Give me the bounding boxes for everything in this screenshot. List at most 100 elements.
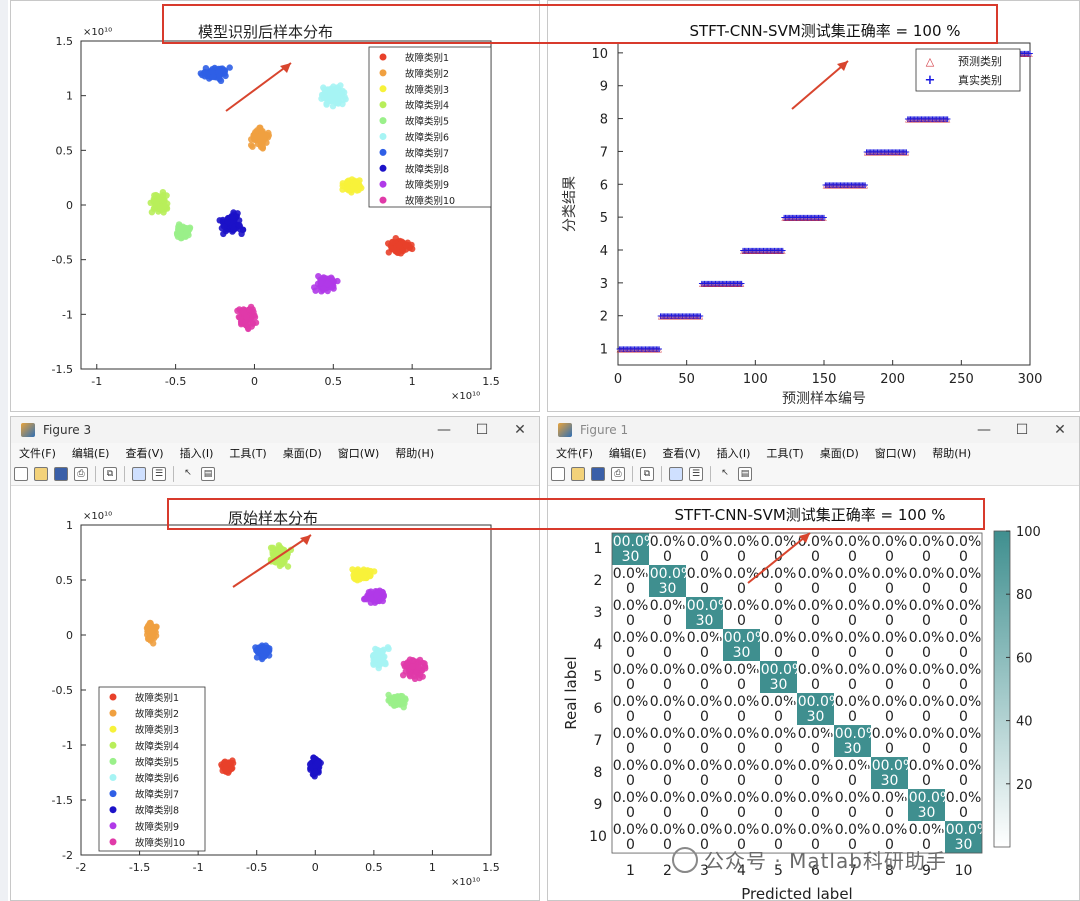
new-file-icon[interactable] xyxy=(14,467,28,481)
predicted-marker: △ xyxy=(718,280,724,288)
true-marker: + xyxy=(892,148,900,158)
predicted-marker: △ xyxy=(709,280,715,288)
window-titlebar[interactable]: Figure 3 — ☐ ✕ xyxy=(11,417,539,443)
save-icon[interactable] xyxy=(591,467,605,481)
menu-help[interactable]: 帮助(H) xyxy=(932,447,972,460)
predicted-marker: △ xyxy=(832,181,838,189)
y-tick-label: 0 xyxy=(66,199,73,212)
menu-edit[interactable]: 编辑(E) xyxy=(71,447,110,460)
legend-icon[interactable]: ☰ xyxy=(689,467,703,481)
open-folder-icon[interactable] xyxy=(34,467,48,481)
matrix-cell xyxy=(871,693,908,726)
true-marker: + xyxy=(752,247,760,257)
true-marker: + xyxy=(918,115,926,125)
new-file-icon[interactable] xyxy=(551,467,565,481)
link-plot-icon[interactable]: ⧉ xyxy=(103,467,117,481)
prediction-chart: 0 50 100 150 200 250 300 1 2 3 4 5 6 7 8 9 10 预测样本编号 分类结果 △… xyxy=(562,22,1042,407)
predicted-marker: △ xyxy=(720,280,726,288)
true-marker: + xyxy=(930,115,938,125)
open-folder-icon[interactable] xyxy=(571,467,585,481)
true-marker: + xyxy=(671,312,679,322)
menu-edit[interactable]: 编辑(E) xyxy=(608,447,647,460)
true-marker: + xyxy=(651,345,659,355)
predicted-marker: △ xyxy=(1027,50,1033,58)
x-tick-label: -1 xyxy=(91,375,102,388)
predicted-marker: △ xyxy=(624,346,630,354)
close-icon[interactable]: ✕ xyxy=(514,422,526,438)
true-marker: + xyxy=(702,279,710,289)
save-icon[interactable] xyxy=(54,467,68,481)
matrix-cell xyxy=(797,821,834,854)
legend-icon[interactable]: ☰ xyxy=(152,467,166,481)
menu-window[interactable]: 窗口(W) xyxy=(874,447,917,460)
true-marker: + xyxy=(721,279,729,289)
predicted-marker: △ xyxy=(797,214,803,222)
matrix-cell xyxy=(612,629,649,662)
predicted-marker: △ xyxy=(919,116,925,124)
true-marker: + xyxy=(927,115,935,125)
menu-window[interactable]: 窗口(W) xyxy=(337,447,380,460)
chart-title: STFT-CNN-SVM测试集正确率 = 100 % xyxy=(689,22,960,40)
cell-count: 0 xyxy=(663,709,672,725)
true-marker: + xyxy=(1018,49,1026,59)
pointer-icon[interactable]: ↖ xyxy=(184,468,192,478)
minimize-icon[interactable]: — xyxy=(977,422,991,438)
property-editor-icon[interactable]: ▤ xyxy=(201,467,215,481)
menu-view[interactable]: 查看(V) xyxy=(125,447,164,460)
predicted-marker: △ xyxy=(857,181,863,189)
menu-bar: 文件(F) 编辑(E) 查看(V) 插入(I) 工具(T) 桌面(D) 窗口(W… xyxy=(11,443,539,463)
menu-tools[interactable]: 工具(T) xyxy=(766,447,804,460)
property-editor-icon[interactable]: ▤ xyxy=(738,467,752,481)
predicted-marker: △ xyxy=(680,313,686,321)
cell-percent: 0.0% xyxy=(946,598,982,614)
matrix-cell xyxy=(612,565,649,598)
menu-desktop[interactable]: 桌面(D) xyxy=(819,447,859,460)
colorbar-icon[interactable] xyxy=(132,467,146,481)
true-marker: + xyxy=(743,247,751,257)
menu-tools[interactable]: 工具(T) xyxy=(229,447,267,460)
true-marker: + xyxy=(616,345,624,355)
cell-count: 0 xyxy=(663,677,672,693)
predicted-marker: △ xyxy=(880,148,886,156)
pointer-icon[interactable]: ↖ xyxy=(721,468,729,478)
cell-count: 0 xyxy=(885,549,894,565)
scatter-point xyxy=(216,73,223,80)
predicted-marker: △ xyxy=(890,148,896,156)
menu-insert[interactable]: 插入(I) xyxy=(716,447,751,460)
menu-help[interactable]: 帮助(H) xyxy=(395,447,435,460)
cell-count: 0 xyxy=(848,645,857,661)
maximize-icon[interactable]: ☐ xyxy=(475,422,489,438)
scatter-point xyxy=(400,672,407,679)
print-icon[interactable]: ⎙ xyxy=(611,467,625,481)
cell-percent: 100.0% xyxy=(863,758,916,774)
matrix-cell xyxy=(834,693,871,726)
true-marker: + xyxy=(798,214,806,224)
true-marker: + xyxy=(701,279,709,289)
link-plot-icon[interactable]: ⧉ xyxy=(640,467,654,481)
predicted-marker: △ xyxy=(643,346,649,354)
window-titlebar[interactable]: Figure 1 — ☐ ✕ xyxy=(548,417,1079,443)
colorbar-icon[interactable] xyxy=(669,467,683,481)
menu-file[interactable]: 文件(F) xyxy=(19,447,56,460)
predicted-marker: △ xyxy=(834,181,840,189)
predicted-marker: △ xyxy=(754,247,760,255)
menu-view[interactable]: 查看(V) xyxy=(662,447,701,460)
cell-count: 0 xyxy=(737,581,746,597)
scatter-point xyxy=(388,245,395,252)
predicted-marker: △ xyxy=(911,116,917,124)
print-icon[interactable]: ⎙ xyxy=(74,467,88,481)
true-marker: + xyxy=(732,279,740,289)
row-label: 1 xyxy=(594,541,603,557)
true-marker: + xyxy=(714,279,722,289)
predicted-marker: △ xyxy=(794,214,800,222)
menu-insert[interactable]: 插入(I) xyxy=(179,447,214,460)
predicted-marker: △ xyxy=(823,181,829,189)
close-icon[interactable]: ✕ xyxy=(1054,422,1066,438)
cell-count: 0 xyxy=(626,837,635,853)
maximize-icon[interactable]: ☐ xyxy=(1015,422,1029,438)
scatter-point xyxy=(409,663,416,670)
menu-file[interactable]: 文件(F) xyxy=(556,447,593,460)
predicted-marker: △ xyxy=(886,148,892,156)
minimize-icon[interactable]: — xyxy=(437,422,451,438)
menu-desktop[interactable]: 桌面(D) xyxy=(282,447,322,460)
